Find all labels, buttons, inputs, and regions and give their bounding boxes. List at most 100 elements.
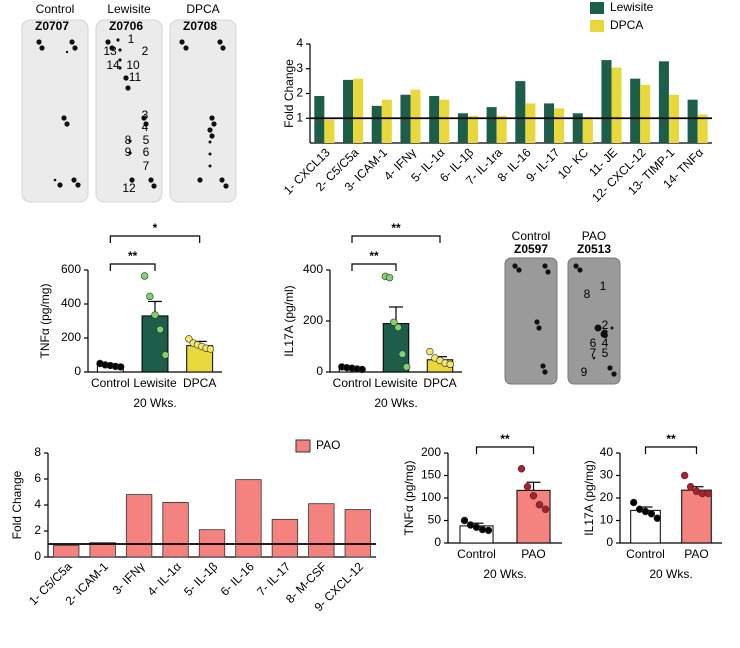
x-tick-label: 5- IL-1β [181,559,220,598]
blot-spot [179,39,185,45]
data-point [161,351,170,359]
significance-bracket [351,263,397,271]
data-point [116,363,125,371]
x-tick-label: 4- IL-1α [145,559,184,598]
x-tick-label: Lewisite [374,376,418,390]
blot-spot [592,356,596,360]
bar [343,79,354,143]
significance-bracket [351,235,441,243]
y-tick-label: 0 [34,549,41,563]
x-tick-label: PAO [684,547,708,561]
bar [515,81,526,143]
blot-marker: 12 [122,181,136,195]
blot-spot [151,183,157,189]
y-tick-label: 400 [61,296,81,310]
blot-spot [209,115,215,121]
blot-marker: 11 [129,70,142,84]
x-tick-label: PAO [521,547,545,561]
legend-label: Lewisite [610,0,654,14]
blot-spot [118,66,122,70]
y-axis-label: Fold Change [282,59,296,128]
data-point [385,273,394,282]
x-axis-label: 20 Wks. [649,567,692,581]
data-point [146,292,154,301]
blot-spot [109,45,115,51]
blot-label: PAO [582,229,606,243]
bar [611,67,622,143]
blot-membrane [567,257,621,385]
y-tick-label: 8 [34,445,41,459]
y-axis-label: IL17A (pg/ml) [282,285,296,356]
data-point [629,498,638,507]
blot-spot [542,263,548,269]
y-tick-label: 400 [303,262,323,276]
x-tick-label: 3- IFNγ [110,559,148,597]
blot-membrane [169,19,237,203]
blot-spot [143,121,149,127]
x-tick-label: Lewisite [133,376,177,390]
bar [601,60,612,143]
blot-label: Control [36,2,75,16]
significance-label: ** [369,249,379,263]
blot-id: Z0708 [183,19,217,33]
significance-label: ** [666,432,676,446]
y-tick-label: 0 [606,535,613,549]
significance-label: ** [128,249,138,263]
blot-spot [61,115,67,121]
data-point [541,505,550,513]
blot-spot [148,177,154,183]
y-tick-label: 100 [421,490,441,504]
bar [125,494,153,558]
blot-spot [141,115,147,121]
bar [630,78,641,143]
x-tick-label: Control [333,376,372,390]
blot-spot [128,139,132,143]
data-point [686,483,695,491]
blot-id: Z0706 [109,19,143,33]
data-point [680,471,689,480]
y-tick-label: 40 [600,445,614,459]
blot-spot [211,121,217,127]
blot-marker: 7 [590,346,597,360]
blot-marker: 1 [128,32,135,46]
x-tick-label: 10- KC [555,145,592,182]
blot-spot [64,121,70,127]
y-tick-label: 30 [600,468,614,482]
blot-spot [71,177,77,183]
y-tick-label: 2 [34,523,41,537]
data-point [460,516,469,525]
blot-spot [536,325,542,331]
bar [544,103,555,143]
blot-spot [208,140,212,144]
data-point [206,345,215,353]
significance-label: ** [500,432,510,446]
bar [525,103,536,143]
bar [308,503,335,558]
data-point [390,318,398,326]
blot-spot [607,365,613,371]
blot-spot [125,85,131,91]
bar [271,518,299,558]
blot-spot [208,152,212,156]
blot-spot [118,58,122,62]
significance-bracket [109,263,156,271]
y-tick-label: 0 [434,535,441,549]
bar [582,117,593,143]
y-tick-label: 150 [421,468,441,482]
bar [658,61,669,144]
blot-spot [207,127,213,133]
y-axis-label: Fold Change [10,470,24,539]
legend-swatch [590,20,604,32]
y-tick-label: 200 [61,330,81,344]
blot-marker: 9 [581,365,588,379]
blot-spot [220,45,226,51]
y-tick-label: 4 [296,36,303,50]
bar [572,113,583,143]
blot-spot [545,269,551,275]
blot-spot [540,363,546,369]
y-tick-label: 6 [34,471,41,485]
blot-label: Control [512,229,551,243]
blot-spot [183,45,189,51]
bar [235,479,262,558]
legend-label: PAO [316,438,340,452]
